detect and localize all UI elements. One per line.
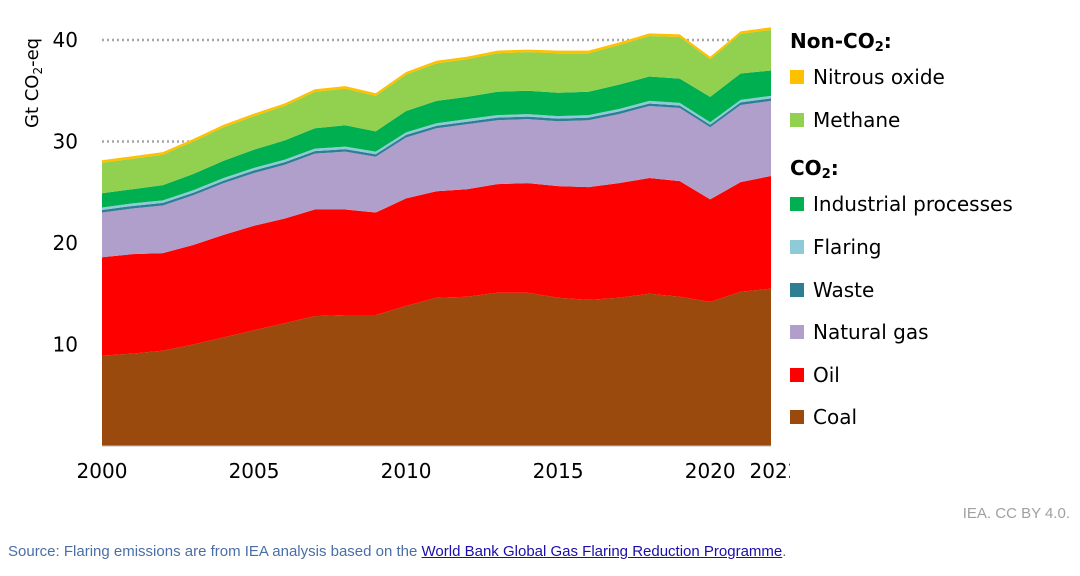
stacked-area-chart: 10 20 30 40 2000 2005 2010 2015 2020 2022 Gt CO2… bbox=[22, 27, 790, 483]
area-natural-gas bbox=[102, 100, 771, 258]
legend-label-natural-gas: Natural gas bbox=[813, 320, 929, 345]
x-tick-2010: 2010 bbox=[381, 459, 432, 483]
legend-label-methane: Methane bbox=[813, 107, 901, 132]
legend-heading-co2: CO2: bbox=[790, 156, 839, 183]
legend-item-oil: Oil bbox=[790, 354, 1080, 397]
area-oil bbox=[102, 176, 771, 356]
legend-heading-non-co2: Non-CO2: bbox=[790, 29, 892, 55]
legend-swatch-methane bbox=[790, 112, 804, 127]
legend-swatch-oil bbox=[790, 367, 804, 382]
area-coal bbox=[102, 288, 771, 446]
x-tick-2022: 2022 bbox=[750, 459, 790, 483]
x-tick-2000: 2000 bbox=[77, 459, 128, 483]
y-axis-label: Gt CO2-eq bbox=[22, 38, 45, 128]
area-industrial-processes bbox=[102, 70, 771, 208]
credit-text: IEA. CC BY 4.0. bbox=[962, 505, 1070, 522]
source-prefix: Source: Flaring emissions are from IEA a… bbox=[8, 543, 422, 560]
area-flaring bbox=[102, 95, 771, 211]
legend-label-coal: Coal bbox=[813, 405, 858, 430]
area-waste bbox=[102, 98, 771, 213]
source-suffix: . bbox=[782, 543, 787, 560]
source-link[interactable]: World Bank Global Gas Flaring Reduction … bbox=[421, 543, 783, 560]
y-tick-40: 40 bbox=[53, 28, 78, 52]
legend-swatch-coal bbox=[790, 410, 804, 425]
legend-swatch-industrial-processes bbox=[790, 197, 804, 212]
legend-label-flaring: Flaring bbox=[813, 235, 882, 260]
area-methane bbox=[102, 29, 771, 194]
legend-label-nitrous-oxide: Nitrous oxide bbox=[813, 65, 945, 90]
legend-item-methane: Methane bbox=[790, 99, 1080, 142]
legend-item-industrial-processes: Industrial processes bbox=[790, 183, 1080, 226]
legend-swatch-nitrous-oxide bbox=[790, 70, 804, 85]
legend-swatch-flaring bbox=[790, 240, 804, 255]
legend-item-waste: Waste bbox=[790, 268, 1080, 311]
y-tick-30: 30 bbox=[53, 130, 78, 154]
legend-label-oil: Oil bbox=[813, 362, 840, 387]
legend-item-nitrous-oxide: Nitrous oxide bbox=[790, 56, 1080, 99]
y-tick-20: 20 bbox=[53, 231, 78, 255]
source-note: Source: Flaring emissions are from IEA a… bbox=[8, 543, 786, 560]
area-series-group bbox=[102, 27, 771, 446]
legend: Non-CO2: Nitrous oxide Methane CO2: Indu… bbox=[790, 26, 1080, 439]
x-tick-2015: 2015 bbox=[533, 459, 584, 483]
legend-label-industrial-processes: Industrial processes bbox=[813, 192, 1013, 217]
legend-swatch-waste bbox=[790, 282, 804, 297]
x-tick-2005: 2005 bbox=[229, 459, 280, 483]
legend-label-waste: Waste bbox=[813, 277, 875, 302]
y-axis-ticks: 10 20 30 40 bbox=[53, 28, 78, 357]
x-tick-2020: 2020 bbox=[685, 459, 736, 483]
y-tick-10: 10 bbox=[53, 333, 78, 357]
legend-item-coal: Coal bbox=[790, 396, 1080, 439]
legend-item-flaring: Flaring bbox=[790, 226, 1080, 269]
legend-item-natural-gas: Natural gas bbox=[790, 311, 1080, 354]
legend-swatch-natural-gas bbox=[790, 325, 804, 340]
x-axis-ticks: 2000 2005 2010 2015 2020 2022 bbox=[77, 459, 790, 483]
